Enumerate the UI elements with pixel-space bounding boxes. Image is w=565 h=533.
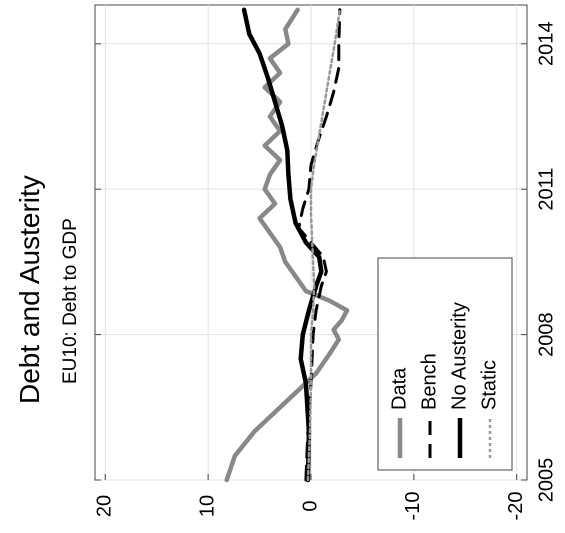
- series-line-data: [224, 7, 350, 483]
- legend-label: Static: [478, 360, 500, 410]
- chart-subtitle: EU10: Debt to GDP: [60, 218, 81, 384]
- chart-title: Debt and Austerity: [14, 175, 45, 404]
- legend-label: No Austerity: [448, 302, 470, 410]
- x-tick-label: 2005: [535, 458, 557, 503]
- y-tick-label: -20: [505, 492, 527, 521]
- x-tick-label: 2011: [535, 168, 557, 211]
- x-tick-label: 2008: [535, 312, 557, 357]
- series-line-no-austerity: [241, 7, 324, 483]
- y-tick-label: 0: [299, 500, 321, 511]
- y-tick-label: -10: [402, 492, 424, 521]
- y-tick-label: 20: [94, 495, 116, 517]
- y-tick-label: 10: [196, 495, 218, 517]
- legend-label: Bench: [418, 353, 440, 410]
- legend-label: Data: [388, 367, 410, 410]
- plot-area: 2005 2008 2011 2014 20 10 0 -10 -20 Data Bench No A…: [94, 4, 557, 521]
- x-tick-label: 2014: [535, 22, 557, 67]
- series-line-static: [306, 8, 342, 482]
